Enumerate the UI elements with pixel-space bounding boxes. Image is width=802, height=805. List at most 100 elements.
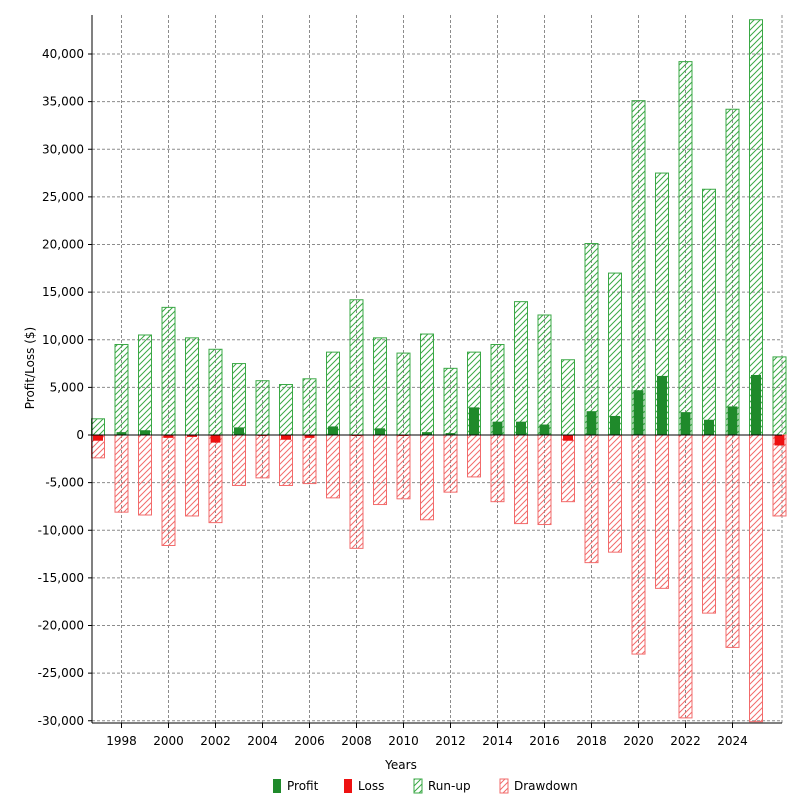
y-tick-label: 40,000 [42,47,84,61]
y-axis-title: Profit/Loss ($) [23,327,37,409]
drawdown-bar [185,434,199,517]
drawdown-bar [631,434,646,655]
y-tick-label: -25,000 [38,666,84,680]
runup-bar [396,352,411,436]
x-tick-label: 2000 [153,734,184,748]
profit-bar [704,419,714,435]
runup-bar [537,314,552,436]
runup-bar [302,378,317,436]
runup-bar [208,348,223,436]
runup-bar [749,19,763,436]
loss-bar [93,435,103,441]
runup-bar [490,344,505,436]
profit-bar [328,426,338,435]
x-axis-title: Years [384,758,417,772]
y-tick-label: 35,000 [42,95,84,109]
runup-bar [420,333,434,436]
drawdown-bar [561,434,575,503]
runup-bar [232,363,246,436]
drawdown-bar [279,434,293,486]
profit-bar [751,374,761,435]
y-tick-label: 25,000 [42,190,84,204]
drawdown-bar [161,434,176,546]
drawdown-bar [702,434,716,614]
x-tick-label: 1998 [106,734,137,748]
runup-bar [725,108,740,436]
drawdown-bar [467,434,481,478]
legend-label: Drawdown [514,779,578,793]
runup-bar [443,367,458,436]
profit-bar [422,432,432,435]
x-tick-label: 2024 [717,734,748,748]
drawdown-bar [420,434,434,521]
y-tick-label: 5,000 [50,380,84,394]
drawdown-bar [232,434,246,486]
x-tick-label: 2018 [576,734,607,748]
legend-swatch-profit [273,779,281,793]
y-tick-label: -20,000 [38,619,84,633]
drawdown-bar [138,434,152,516]
drawdown-bar [678,434,693,719]
x-tick-label: 2002 [200,734,231,748]
drawdown-bar [655,434,669,589]
drawdown-bar [749,434,763,723]
y-tick-label: 30,000 [42,142,84,156]
profit-bar [657,375,667,435]
x-tick-label: 2022 [670,734,701,748]
drawdown-bar [208,434,223,524]
profit-bar [680,412,691,435]
x-tick-label: 2004 [247,734,278,748]
y-tick-label: -30,000 [38,714,84,728]
drawdown-bar [302,434,317,485]
legend-label: Loss [358,779,384,793]
x-tick-label: 2012 [435,734,466,748]
drawdown-bar [326,434,340,499]
drawdown-bar [443,434,458,493]
legend-swatch-drawdown [499,778,509,794]
profit-bar [492,421,503,435]
profit-bar [116,432,127,435]
profit-bar [445,433,456,435]
drawdown-bar [725,434,740,648]
runup-bar [678,61,693,436]
loss-bar [774,435,785,446]
y-tick-label: -15,000 [38,571,84,585]
drawdown-bar [514,434,528,525]
profit-bar [633,390,644,435]
runup-bar [138,334,152,436]
runup-bar [255,380,270,436]
runup-bar [185,337,199,436]
profit-bar [539,424,550,435]
profit-bar [375,428,385,435]
legend-label: Run-up [428,779,471,793]
profit-bar [586,411,597,435]
runup-bar [608,272,622,436]
drawdown-bar [255,434,270,479]
y-tick-label: -5,000 [45,476,84,490]
drawdown-bar [772,434,787,517]
profit-bar [610,415,620,435]
runup-bar [373,337,387,436]
loss-bar [563,435,573,441]
runup-bar [91,418,105,436]
legend-swatch-loss [344,779,352,793]
y-tick-label: 0 [76,428,84,442]
drawdown-bar [490,434,505,503]
profit-bar [469,407,479,435]
y-tick-label: 10,000 [42,333,84,347]
profit-bar [234,427,244,435]
profit-bar [516,421,526,435]
runup-bar [114,344,129,436]
runup-bar [631,100,646,436]
legend-swatch-runup [413,778,423,794]
profit-bar [727,406,738,435]
drawdown-bar [349,434,364,549]
drawdown-bar [114,434,129,513]
runup-bar [279,384,293,436]
loss-bar [187,435,197,437]
runup-bar [326,351,340,436]
loss-bar [210,435,221,443]
runup-bar [772,356,787,436]
drawdown-bar [373,434,387,506]
y-tick-label: -10,000 [38,523,84,537]
